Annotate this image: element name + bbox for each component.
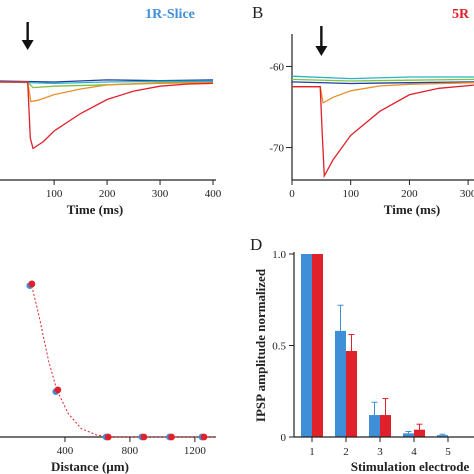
- panel-d-bar-red: [380, 415, 391, 437]
- panel-b-label: B: [252, 3, 263, 22]
- panel-d-bar-red: [414, 429, 425, 437]
- panel-a-x-tick-label: 200: [99, 188, 116, 200]
- panel-c-fit-curve: [30, 282, 216, 438]
- panel-b-x-label: Time (ms): [384, 202, 440, 217]
- panel-d-x-tick-label: 3: [377, 446, 383, 458]
- panel-b-trace-teal: [291, 75, 474, 80]
- panel-a-arrow-head-icon: [21, 40, 34, 50]
- panel-d-x-label: Stimulation electrode: [351, 459, 470, 474]
- panel-b-annotation: 5R: [452, 7, 470, 22]
- panel-d-y-tick-label: 1.0: [272, 249, 286, 261]
- panel-a-x-tick-label: 100: [46, 188, 63, 200]
- panel-d-bar-blue: [403, 433, 414, 437]
- panel-b-y-tick-label: -60: [269, 61, 284, 73]
- panel-d-y-tick-label: 0.5: [272, 341, 286, 353]
- panel-d-x-tick-label: 4: [411, 446, 417, 458]
- panel-d-bar-blue: [335, 330, 346, 437]
- panel-c-x-tick-label: 800: [122, 445, 139, 457]
- panel-d-bar-blue: [369, 415, 380, 437]
- panel-a-trace-dark_blue: [0, 79, 214, 83]
- panel-a-annotation: 1R-Slice: [145, 7, 195, 22]
- panel-d-x-tick-label: 1: [309, 446, 315, 458]
- panel-b-x-tick-label: 200: [401, 188, 418, 200]
- panel-d-y-tick-label: 0: [281, 432, 287, 444]
- panel-a-trace-orange: [0, 81, 213, 103]
- panel-a-x-tick-label: 300: [152, 188, 169, 200]
- panel-d-bar-red: [312, 254, 323, 437]
- panel-b-x-tick-label: 300: [460, 188, 474, 200]
- panel-d-bar-red: [346, 350, 357, 437]
- panel-a-trace-red: [0, 81, 214, 150]
- panel-d-label: D: [250, 235, 262, 254]
- panel-b-trace-dark_blue: [291, 81, 474, 85]
- panel-b-trace-orange: [292, 82, 474, 104]
- panel-c-point-red: [104, 433, 112, 441]
- panel-a-x-tick-label: 400: [205, 188, 222, 200]
- panel-c-x-tick-label: 1200: [184, 445, 207, 457]
- panel-b-x-tick-label: 0: [289, 188, 295, 200]
- panel-b-arrow-head-icon: [315, 46, 328, 56]
- panel-a-trace-teal: [0, 80, 213, 85]
- panel-b-trace-red: [292, 84, 474, 179]
- panel-d-x-tick-label: 2: [343, 446, 349, 458]
- panel-c-point-red: [140, 433, 148, 441]
- panel-d-y-label: IPSP amplitude normalized: [253, 268, 268, 422]
- panel-d-x-tick-label: 5: [445, 446, 451, 458]
- panel-c-point-red: [28, 280, 36, 288]
- panel-b-x-tick-label: 100: [342, 188, 359, 200]
- panel-a-x-label: Time (ms): [67, 202, 123, 217]
- panel-c-point-red: [200, 433, 208, 441]
- panel-c-point-red: [168, 433, 175, 441]
- panel-c-x-label: Distance (µm): [51, 459, 129, 474]
- panel-d-bar-blue: [301, 254, 312, 437]
- panel-c-x-tick-label: 400: [57, 445, 74, 457]
- panel-b-y-tick-label: -70: [269, 143, 284, 155]
- panel-c-point-red: [54, 386, 62, 394]
- panel-d-bar-blue: [437, 435, 448, 437]
- panel-b-trace-green: [291, 78, 474, 82]
